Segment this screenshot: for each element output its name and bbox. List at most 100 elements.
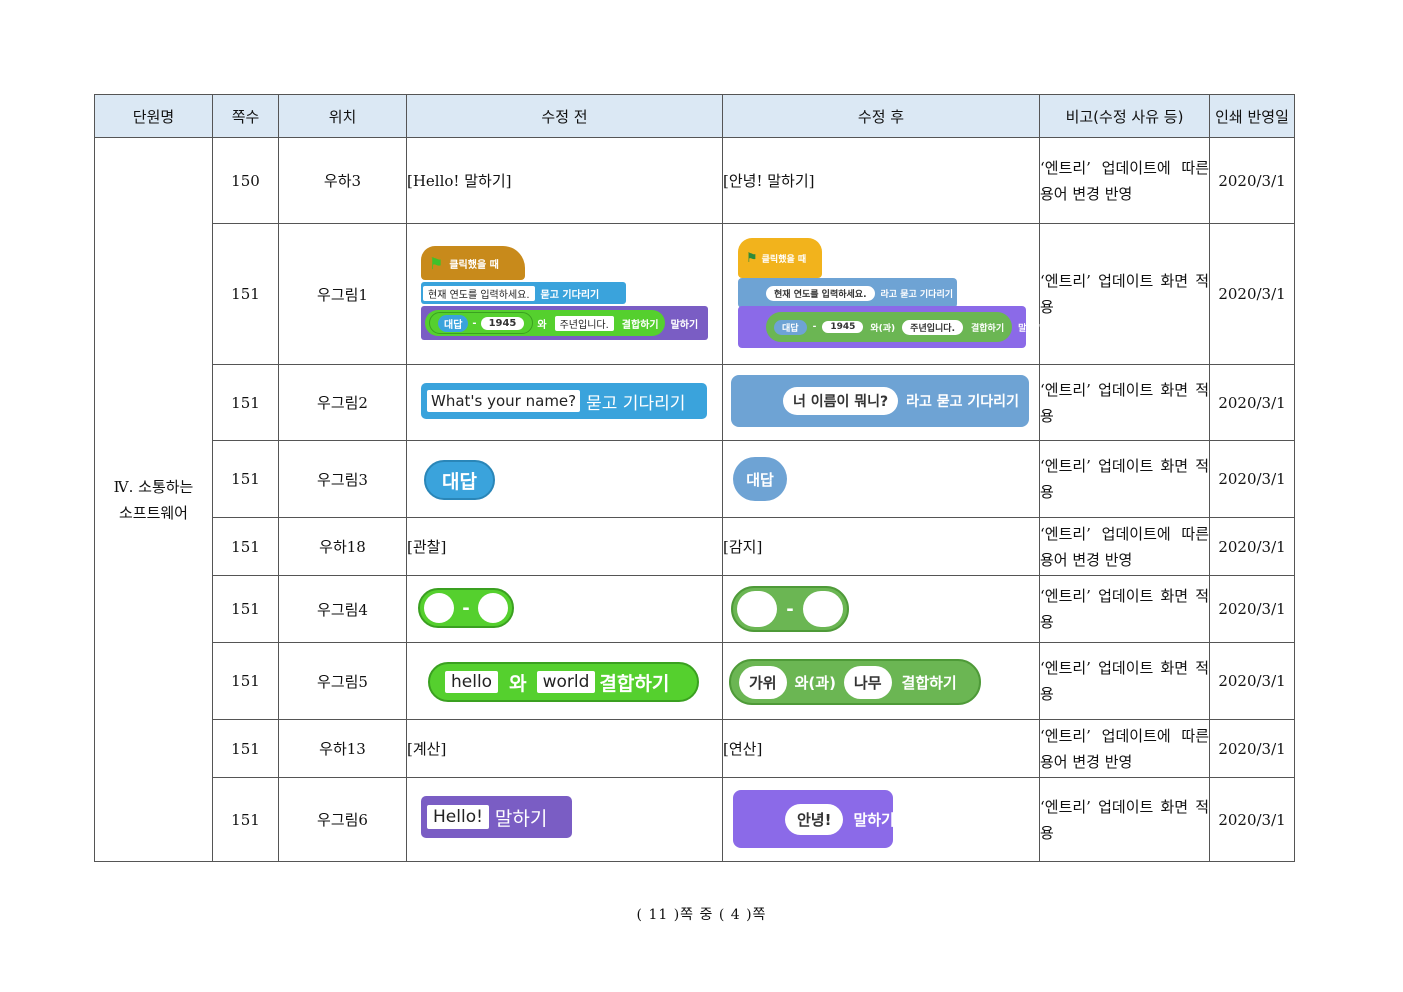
before-image-cell: Hello! 말하기 [406, 777, 723, 862]
date-cell: 2020/3/1 [1209, 575, 1295, 643]
date-cell: 2020/3/1 [1209, 642, 1295, 720]
say-block: 대답 - 1945 와 주년입니다. 결합하기 말하기 [421, 306, 708, 340]
position-cell: 우그림5 [278, 642, 407, 720]
header-after: 수정 후 [722, 94, 1040, 138]
note-cell: ‘엔트리’ 업데이트 화면 적용 [1039, 223, 1210, 365]
date-cell: 2020/3/1 [1209, 223, 1295, 365]
note-cell: ‘엔트리’ 업데이트 화면 적용 [1039, 642, 1210, 720]
after-image-cell: 가위 와(과) 나무 결합하기 [722, 642, 1040, 720]
before-image-cell: - [406, 575, 723, 643]
table-row: 151 우그림2 What's your name? 묻고 기다리기 너 이름이… [95, 364, 1295, 441]
minus-block: 대답 - 1945 [429, 312, 534, 334]
left-operand-slot [424, 593, 454, 623]
say-block: Hello! 말하기 [421, 796, 572, 838]
note-cell: ‘엔트리’ 업데이트 화면 적용 [1039, 440, 1210, 518]
page-cell: 151 [212, 223, 279, 365]
ask-block: 너 이름이 뭐니? 라고 묻고 기다리기 [731, 375, 1029, 427]
when-clicked-hat-block: ⚑ 클릭했을 때 [738, 238, 822, 278]
note-cell: ‘엔트리’ 업데이트에 따른 용어 변경 반영 [1039, 719, 1210, 778]
ask-text-slot: 현재 연도를 입력하세요. [766, 285, 875, 301]
answer-reporter-block: 대답 [733, 457, 787, 501]
suffix-slot: 주년입니다. [902, 319, 963, 335]
when-clicked-hat-block: ⚑ 클릭했을 때 [421, 246, 525, 280]
wa-label: 와 [537, 319, 547, 331]
join-right-slot: 나무 [843, 665, 892, 699]
page-footer: ( 11 )쪽 중 ( 4 )쪽 [636, 907, 767, 923]
join-block: 가위 와(과) 나무 결합하기 [729, 659, 981, 705]
say-text-slot: Hello! [427, 805, 489, 829]
join-left-slot: hello [445, 671, 499, 693]
join-block: 대답 - 1945 와 주년입니다. 결합하기 [425, 310, 665, 336]
position-cell: 우그림6 [278, 777, 407, 862]
page-cell: 151 [212, 364, 279, 441]
join-block: hello 와 world 결합하기 [428, 662, 699, 702]
note-cell: ‘엔트리’ 업데이트 화면 적용 [1039, 777, 1210, 862]
header-unit: 단원명 [94, 94, 213, 138]
table-row: 151 우그림1 ⚑ 클릭했을 때 현재 연도를 입력하세요. 묻고 기다리기 … [95, 223, 1295, 365]
answer-reporter: 대답 [774, 319, 807, 335]
flag-icon: ⚑ [746, 250, 758, 266]
before-cell: [Hello! 말하기] [406, 137, 723, 224]
table-row: 151 우하18 [관찰] [감지] ‘엔트리’ 업데이트에 따른 용어 변경 … [95, 517, 1295, 576]
after-cell: [감지] [722, 517, 1040, 576]
minus-label: - [462, 597, 470, 619]
header-date: 인쇄 반영일 [1209, 94, 1295, 138]
answer-label: 대답 [746, 470, 774, 489]
note-cell: ‘엔트리’ 업데이트에 따른 용어 변경 반영 [1039, 137, 1210, 224]
position-cell: 우그림3 [278, 440, 407, 518]
ask-label: 묻고 기다리기 [586, 393, 686, 414]
minus-operator-block: - [418, 588, 514, 628]
join-label: 결합하기 [971, 323, 1005, 334]
table-row: 151 우그림6 Hello! 말하기 안녕! 말하기 ‘엔트리’ 업데이트 화… [95, 777, 1295, 862]
join-label: 결합하기 [901, 673, 957, 692]
minus-operator-block: - [731, 586, 849, 632]
ask-label: 라고 묻고 기다리기 [880, 289, 954, 300]
before-image-cell: ⚑ 클릭했을 때 현재 연도를 입력하세요. 묻고 기다리기 대답 - 1945… [406, 223, 723, 365]
page-cell: 150 [212, 137, 279, 224]
right-operand-slot [802, 591, 843, 627]
right-operand-slot [477, 593, 508, 623]
date-cell: 2020/3/1 [1209, 517, 1295, 576]
ask-label: 라고 묻고 기다리기 [906, 394, 1019, 410]
note-cell: ‘엔트리’ 업데이트 화면 적용 [1039, 575, 1210, 643]
table-row: Ⅳ. 소통하는 소프트웨어 150 우하3 [Hello! 말하기] [안녕! … [94, 137, 1295, 862]
position-cell: 우하13 [278, 719, 407, 778]
join-wa-label: 와 [509, 672, 527, 695]
ask-block: 현재 연도를 입력하세요. 라고 묻고 기다리기 [738, 278, 957, 308]
table-row: 151 우하13 [계산] [연산] ‘엔트리’ 업데이트에 따른 용어 변경 … [95, 719, 1295, 778]
after-cell: [연산] [722, 719, 1040, 778]
join-right-slot: world [536, 671, 596, 693]
say-label: 말하기 [1018, 323, 1043, 334]
unit-name-cell: Ⅳ. 소통하는 소프트웨어 [94, 137, 213, 862]
say-text-slot: 안녕! [785, 803, 844, 835]
ask-block: 현재 연도를 입력하세요. 묻고 기다리기 [421, 282, 626, 304]
date-cell: 2020/3/1 [1209, 440, 1295, 518]
say-block: 안녕! 말하기 [733, 790, 895, 848]
after-cell: [안녕! 말하기] [722, 137, 1040, 224]
position-cell: 우그림4 [278, 575, 407, 643]
position-cell: 우그림2 [278, 364, 407, 441]
header-before: 수정 전 [406, 94, 723, 138]
before-cell: [계산] [406, 719, 723, 778]
ask-block: What's your name? 묻고 기다리기 [421, 383, 707, 419]
page-cell: 151 [212, 575, 279, 643]
answer-reporter-block: 대답 [424, 460, 495, 500]
hat-label: 클릭했을 때 [449, 259, 499, 271]
left-operand-slot [737, 591, 777, 627]
ask-text-slot: What's your name? [427, 390, 581, 412]
after-image-cell: ⚑ 클릭했을 때 현재 연도를 입력하세요. 라고 묻고 기다리기 대답 - 1… [722, 223, 1043, 365]
position-cell: 우그림1 [278, 223, 407, 365]
table-row: 151 우그림3 대답 대답 ‘엔트리’ 업데이트 화면 적용 2020/3/1 [95, 440, 1295, 518]
ask-label: 묻고 기다리기 [540, 289, 600, 301]
join-left-slot: 가위 [739, 665, 787, 699]
date-cell: 2020/3/1 [1209, 719, 1295, 778]
unit-name-line1: Ⅳ. 소통하는 [113, 477, 194, 496]
before-cell: [관찰] [406, 517, 723, 576]
page-cell: 151 [212, 777, 279, 862]
after-image-cell: 너 이름이 뭐니? 라고 묻고 기다리기 [722, 364, 1040, 441]
minus-label: - [472, 317, 477, 329]
wa-label: 와(과) [870, 323, 896, 334]
table-row: 151 우그림4 - - ‘엔트리’ 업데이트 화면 적용 2020/3/1 [95, 575, 1295, 643]
header-position: 위치 [278, 94, 407, 138]
ask-text-slot: 현재 연도를 입력하세요. [423, 285, 535, 301]
